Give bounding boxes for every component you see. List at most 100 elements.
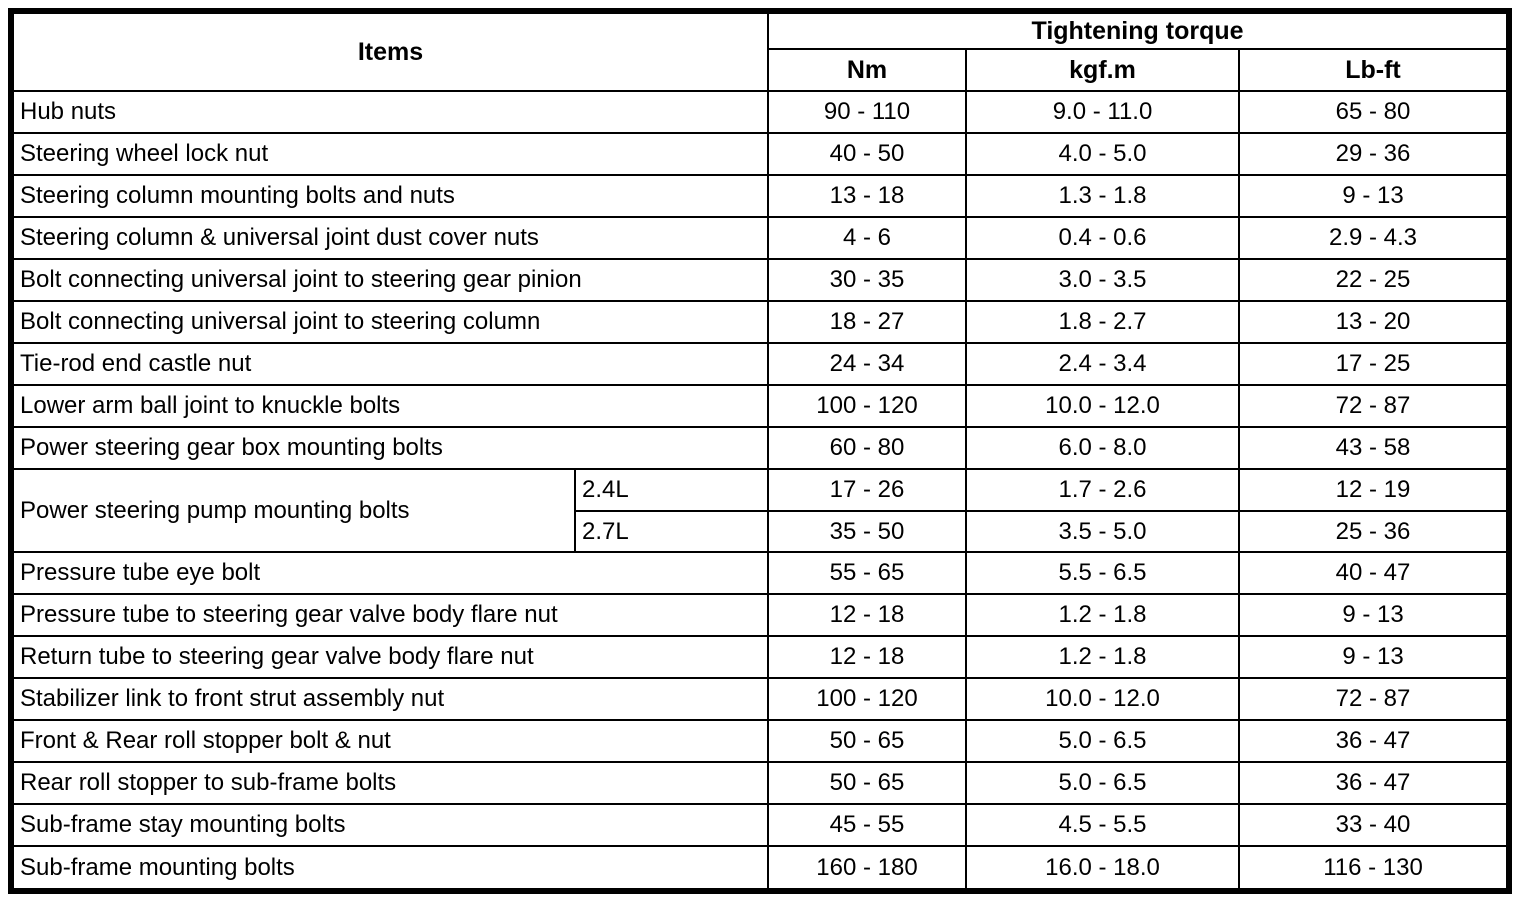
item-cell: Power steering gear box mounting bolts	[10, 425, 769, 470]
table-row: Steering column & universal joint dust c…	[10, 215, 1511, 260]
lbft-value-cell: 72 - 87	[1237, 677, 1511, 722]
engine-variant-cell: 2.4L	[574, 467, 769, 512]
table-row: Pressure tube eye bolt 55 - 65 5.5 - 6.5 40…	[10, 551, 1511, 596]
kgfm-value-cell: 5.5 - 6.5	[965, 551, 1240, 596]
lbft-value-cell: 72 - 87	[1237, 383, 1511, 428]
table-row: Steering wheel lock nut 40 - 50 4.0 - 5.0 2…	[10, 131, 1511, 176]
kgfm-value-cell: 5.0 - 6.5	[965, 761, 1240, 806]
nm-value-cell: 17 - 26	[767, 467, 967, 512]
nm-value-cell: 55 - 65	[767, 551, 967, 596]
table-row: Sub-frame stay mounting bolts 45 - 55 4.5 …	[10, 803, 1511, 848]
kgfm-value-cell: 4.5 - 5.5	[965, 803, 1240, 848]
lbft-value-cell: 116 - 130	[1237, 845, 1511, 892]
item-cell: Steering wheel lock nut	[10, 131, 769, 176]
lbft-value-cell: 36 - 47	[1237, 761, 1511, 806]
lbft-value-cell: 25 - 36	[1237, 509, 1511, 554]
kgfm-value-cell: 1.7 - 2.6	[965, 467, 1240, 512]
header-row-torque: Items Tightening torque	[10, 10, 1511, 92]
kgfm-value-cell: 4.0 - 5.0	[965, 131, 1240, 176]
lbft-value-cell: 9 - 13	[1237, 593, 1511, 638]
lbft-value-cell: 43 - 58	[1237, 425, 1511, 470]
nm-value-cell: 50 - 65	[767, 719, 967, 764]
item-cell: Bolt connecting universal joint to steer…	[10, 257, 769, 302]
nm-value-cell: 60 - 80	[767, 425, 967, 470]
tightening-torque-table: Items Tightening torque Nm kgf.m Lb-ft H…	[8, 8, 1513, 894]
kgfm-value-cell: 3.0 - 3.5	[965, 257, 1240, 302]
nm-value-cell: 12 - 18	[767, 635, 967, 680]
table-row: Power steering pump mounting bolts 2.4L 17…	[10, 467, 1511, 554]
item-cell: Front & Rear roll stopper bolt & nut	[10, 719, 769, 764]
table-row: Front & Rear roll stopper bolt & nut 50 -…	[10, 719, 1511, 764]
nm-value-cell: 160 - 180	[767, 845, 967, 892]
table-body: Hub nuts 90 - 110 9.0 - 11.0 65 - 80 Steerin…	[10, 90, 1511, 892]
items-column-header: Items	[10, 10, 769, 92]
table-row: Bolt connecting universal joint to steer…	[10, 257, 1511, 302]
table-row: Lower arm ball joint to knuckle bolts 100…	[10, 383, 1511, 428]
table-header: Items Tightening torque Nm kgf.m Lb-ft	[10, 10, 1511, 92]
item-cell: Pressure tube to steering gear valve bod…	[10, 593, 769, 638]
lbft-value-cell: 9 - 13	[1237, 173, 1511, 218]
lbft-value-cell: 2.9 - 4.3	[1237, 215, 1511, 260]
lbft-value-cell: 33 - 40	[1237, 803, 1511, 848]
lbft-value-cell: 22 - 25	[1237, 257, 1511, 302]
unit-header-nm: Nm	[767, 48, 967, 92]
tightening-torque-header: Tightening torque	[766, 10, 1511, 50]
lbft-value-cell: 17 - 25	[1237, 341, 1511, 386]
nm-value-cell: 4 - 6	[767, 215, 967, 260]
item-cell: Lower arm ball joint to knuckle bolts	[10, 383, 769, 428]
lbft-value-cell: 65 - 80	[1237, 90, 1511, 134]
lbft-value-cell: 13 - 20	[1237, 299, 1511, 344]
header-row-units: Nm kgf.m Lb-ft	[11, 48, 1511, 92]
engine-variant-cell: 2.7L	[574, 509, 769, 554]
kgfm-value-cell: 1.3 - 1.8	[965, 173, 1240, 218]
lbft-value-cell: 36 - 47	[1237, 719, 1511, 764]
item-cell: Bolt connecting universal joint to steer…	[10, 299, 769, 344]
item-cell: Power steering pump mounting bolts	[10, 467, 576, 554]
kgfm-value-cell: 5.0 - 6.5	[965, 719, 1240, 764]
table-row: Steering column mounting bolts and nuts 1…	[10, 173, 1511, 218]
kgfm-value-cell: 0.4 - 0.6	[965, 215, 1240, 260]
item-cell: Sub-frame mounting bolts	[10, 845, 769, 892]
item-cell: Hub nuts	[10, 90, 769, 134]
table-row: Rear roll stopper to sub-frame bolts 50 -…	[10, 761, 1511, 806]
kgfm-value-cell: 1.8 - 2.7	[965, 299, 1240, 344]
item-cell: Rear roll stopper to sub-frame bolts	[10, 761, 769, 806]
kgfm-value-cell: 16.0 - 18.0	[965, 845, 1240, 892]
table-row: Stabilizer link to front strut assembly …	[10, 677, 1511, 722]
nm-value-cell: 50 - 65	[767, 761, 967, 806]
item-cell: Steering column & universal joint dust c…	[10, 215, 769, 260]
item-cell: Tie-rod end castle nut	[10, 341, 769, 386]
kgfm-value-cell: 10.0 - 12.0	[965, 677, 1240, 722]
kgfm-value-cell: 10.0 - 12.0	[965, 383, 1240, 428]
unit-header-lbft: Lb-ft	[1237, 48, 1511, 92]
kgfm-value-cell: 1.2 - 1.8	[965, 593, 1240, 638]
lbft-value-cell: 40 - 47	[1237, 551, 1511, 596]
nm-value-cell: 30 - 35	[767, 257, 967, 302]
table-row: Power steering gear box mounting bolts 60…	[10, 425, 1511, 470]
kgfm-value-cell: 9.0 - 11.0	[965, 90, 1240, 134]
nm-value-cell: 100 - 120	[767, 677, 967, 722]
lbft-value-cell: 12 - 19	[1237, 467, 1511, 512]
unit-header-kgfm: kgf.m	[965, 48, 1240, 92]
nm-value-cell: 35 - 50	[767, 509, 967, 554]
table-row: Return tube to steering gear valve body …	[10, 635, 1511, 680]
lbft-value-cell: 29 - 36	[1237, 131, 1511, 176]
nm-value-cell: 24 - 34	[767, 341, 967, 386]
item-cell: Steering column mounting bolts and nuts	[10, 173, 769, 218]
nm-value-cell: 45 - 55	[767, 803, 967, 848]
kgfm-value-cell: 3.5 - 5.0	[965, 509, 1240, 554]
nm-value-cell: 90 - 110	[767, 90, 967, 134]
item-cell: Pressure tube eye bolt	[10, 551, 769, 596]
table-row: Hub nuts 90 - 110 9.0 - 11.0 65 - 80	[10, 90, 1511, 134]
table-row: Bolt connecting universal joint to steer…	[10, 299, 1511, 344]
lbft-value-cell: 9 - 13	[1237, 635, 1511, 680]
kgfm-value-cell: 1.2 - 1.8	[965, 635, 1240, 680]
nm-value-cell: 18 - 27	[767, 299, 967, 344]
table-row: Tie-rod end castle nut 24 - 34 2.4 - 3.4 17…	[10, 341, 1511, 386]
table-row: 2.7L 35 - 50 3.5 - 5.0 25 - 36	[11, 509, 1511, 554]
item-cell: Sub-frame stay mounting bolts	[10, 803, 769, 848]
nm-value-cell: 100 - 120	[767, 383, 967, 428]
nm-value-cell: 40 - 50	[767, 131, 967, 176]
kgfm-value-cell: 6.0 - 8.0	[965, 425, 1240, 470]
